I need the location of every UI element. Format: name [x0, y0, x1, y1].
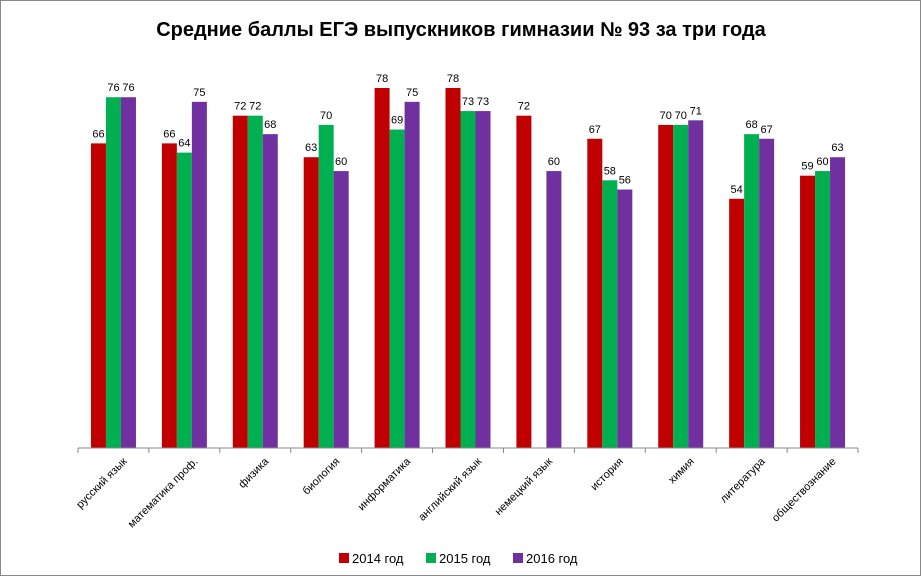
bar — [602, 180, 618, 449]
bar — [389, 129, 405, 449]
legend-label: 2014 год — [352, 551, 404, 566]
bar — [800, 175, 816, 448]
bar — [744, 134, 760, 448]
data-label: 63 — [305, 142, 317, 154]
data-label: 59 — [801, 161, 813, 173]
legend-item: 2016 год — [513, 551, 578, 566]
bar — [191, 101, 207, 448]
data-label: 58 — [604, 165, 616, 177]
data-label: 78 — [447, 73, 459, 85]
data-label: 66 — [92, 128, 104, 140]
bar — [374, 88, 390, 448]
category-label: физика — [236, 455, 272, 491]
data-label: 56 — [619, 175, 631, 187]
legend-item: 2014 год — [339, 551, 404, 566]
data-label: 75 — [406, 87, 418, 99]
data-label: 60 — [816, 156, 828, 168]
category-label: немецкий язык — [493, 456, 555, 518]
data-label: 60 — [335, 156, 347, 168]
bar — [546, 171, 562, 449]
category-label: химия — [666, 456, 697, 487]
data-label: 76 — [107, 82, 119, 94]
data-label: 72 — [234, 101, 246, 113]
bar — [516, 115, 532, 448]
legend-label: 2016 год — [526, 551, 578, 566]
bar — [688, 120, 704, 449]
data-label: 66 — [163, 128, 175, 140]
bar — [120, 97, 136, 448]
data-label: 72 — [518, 101, 530, 113]
category-label: информатика — [356, 455, 414, 513]
data-label: 67 — [589, 124, 601, 136]
bar — [161, 143, 177, 448]
category-label: обществознание — [770, 456, 839, 525]
legend-label: 2015 год — [439, 551, 491, 566]
legend-swatch — [513, 553, 523, 563]
category-label: математика проф. — [126, 456, 201, 531]
bar — [460, 111, 476, 449]
bar — [587, 138, 603, 448]
data-label: 78 — [376, 73, 388, 85]
data-label: 72 — [249, 101, 261, 113]
data-label: 70 — [675, 110, 687, 122]
data-label: 54 — [731, 184, 743, 196]
bar — [303, 157, 319, 448]
category-label: русский язык — [74, 456, 129, 511]
bar — [333, 171, 349, 449]
bar — [404, 101, 420, 448]
bar — [617, 189, 633, 449]
data-label: 60 — [548, 156, 560, 168]
legend-swatch — [339, 553, 349, 563]
bar — [105, 97, 121, 448]
data-label: 68 — [264, 119, 276, 131]
bar — [262, 134, 278, 448]
data-label: 73 — [477, 96, 489, 108]
data-label: 70 — [660, 110, 672, 122]
data-label: 67 — [761, 124, 773, 136]
data-label: 63 — [831, 142, 843, 154]
data-label: 75 — [193, 87, 205, 99]
data-label: 69 — [391, 115, 403, 127]
bar — [445, 88, 461, 448]
data-label: 70 — [320, 110, 332, 122]
bar — [247, 115, 263, 448]
data-label: 73 — [462, 96, 474, 108]
legend-swatch — [426, 553, 436, 563]
category-label: биология — [301, 456, 343, 498]
data-label: 68 — [746, 119, 758, 131]
bar — [815, 171, 831, 449]
chart-title: Средние баллы ЕГЭ выпускников гимназии №… — [156, 19, 766, 41]
data-label: 71 — [690, 105, 702, 117]
bar — [673, 124, 689, 448]
category-label: английский язык — [416, 456, 484, 524]
bar — [232, 115, 248, 448]
legend-item: 2015 год — [426, 551, 491, 566]
bar — [176, 152, 192, 448]
data-label: 64 — [178, 138, 190, 150]
bar — [759, 138, 775, 448]
bar — [729, 198, 745, 448]
bar — [318, 124, 334, 448]
bar — [658, 124, 674, 448]
bar — [90, 143, 106, 448]
bar — [475, 111, 491, 449]
category-label: литература — [718, 455, 768, 505]
category-label: история — [589, 456, 626, 493]
bar — [830, 157, 846, 448]
data-label: 76 — [122, 82, 134, 94]
